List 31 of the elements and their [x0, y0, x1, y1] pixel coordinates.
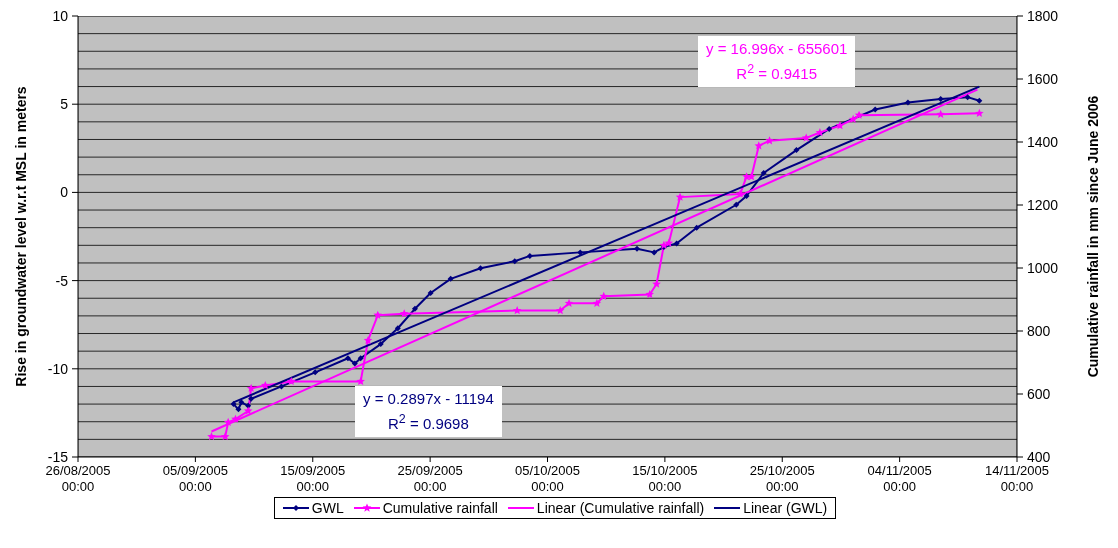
y-tick-label: -15	[47, 449, 69, 465]
y2-tick-label: 1600	[1027, 71, 1059, 87]
x-tick-label: 14/11/2005 00:00	[984, 463, 1050, 494]
y2-tick-label: 1800	[1027, 8, 1059, 24]
y2-tick-label: 1400	[1027, 134, 1059, 150]
y-tick-label: -5	[55, 272, 69, 289]
x-tick-label: 25/09/2005 00:00	[397, 463, 463, 494]
x-tick-label: 15/10/2005 00:00	[632, 463, 698, 494]
y-tick-label: -10	[47, 360, 69, 377]
legend-label: Linear (Cumulative rainfall)	[536, 500, 705, 516]
annotation: y = 0.2897x - 11194 R$^{2}$ = 0.9698	[363, 389, 494, 434]
x-tick-label: 26/08/2005 00:00	[45, 463, 111, 494]
x-tick-label: 15/09/2005 00:00	[280, 463, 346, 494]
y-tick-label: 0	[60, 184, 69, 201]
y-tick-label: 10	[52, 8, 69, 24]
x-tick-label: 04/11/2005 00:00	[867, 463, 932, 494]
y2-tick-label: 800	[1027, 323, 1051, 339]
annotation: y = 16.996x - 655601 R$^{2}$ = 0.9415	[706, 39, 848, 84]
y2-tick-label: 400	[1027, 449, 1051, 465]
y2-tick-label: 1000	[1027, 260, 1059, 276]
y-axis-title: Rise in groundwater level w.r.t MSL in meters	[12, 86, 29, 387]
x-tick-label: 05/10/2005 00:00	[514, 463, 581, 494]
x-tick-label: 05/09/2005 00:00	[162, 463, 228, 494]
y-tick-label: 5	[60, 96, 69, 113]
x-tick-label: 25/10/2005 00:00	[749, 463, 815, 494]
y2-tick-label: 600	[1027, 386, 1051, 402]
legend-label: Cumulative rainfall	[382, 500, 498, 516]
legend-label: GWL	[311, 500, 344, 516]
y2-tick-label: 1200	[1027, 197, 1059, 213]
legend-label: Linear (GWL)	[743, 500, 828, 516]
y2-axis-title: Cumulative rainfall in mm since June 2006	[1084, 95, 1101, 378]
